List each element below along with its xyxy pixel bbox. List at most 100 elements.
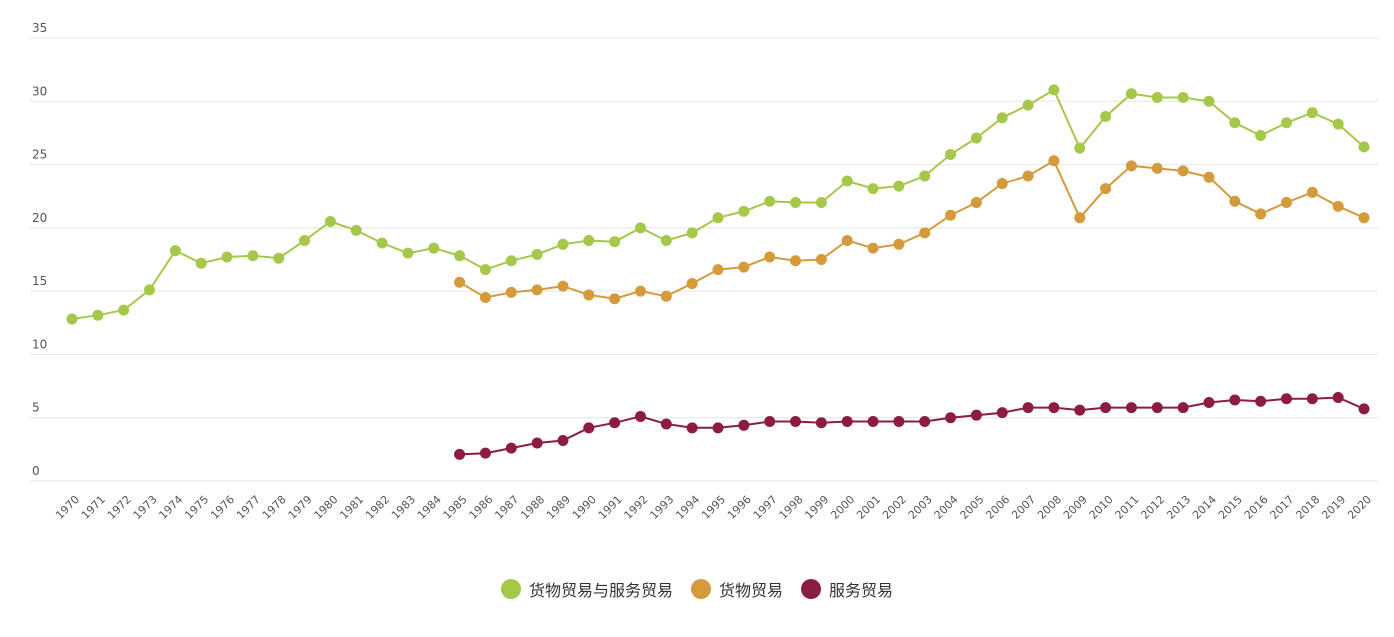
data-point-0 bbox=[738, 205, 750, 217]
y-tick-label: 10 bbox=[32, 337, 47, 351]
x-tick-label: 1973 bbox=[131, 493, 160, 522]
y-tick-label: 30 bbox=[32, 84, 47, 98]
legend-item-services[interactable]: 服务贸易 bbox=[801, 577, 893, 601]
y-tick-label: 15 bbox=[32, 274, 47, 288]
data-point-2 bbox=[454, 448, 466, 460]
x-tick-label: 1988 bbox=[518, 493, 547, 522]
x-tick-label: 1984 bbox=[415, 493, 444, 522]
data-point-1 bbox=[479, 291, 491, 303]
legend-swatch-goods-and-services bbox=[500, 579, 521, 599]
legend-item-goods-and-services[interactable]: 货物贸易与服务贸易 bbox=[500, 577, 673, 601]
data-point-2 bbox=[1203, 397, 1215, 409]
legend-label-goods: 货物贸易 bbox=[718, 581, 783, 600]
data-point-2 bbox=[1280, 393, 1292, 405]
data-point-0 bbox=[531, 248, 543, 260]
data-point-0 bbox=[1100, 110, 1112, 122]
x-tick-label: 2011 bbox=[1113, 493, 1142, 522]
data-point-0 bbox=[790, 197, 802, 209]
data-point-2 bbox=[505, 442, 517, 454]
data-point-0 bbox=[945, 148, 957, 160]
data-point-0 bbox=[144, 284, 156, 296]
data-point-1 bbox=[634, 285, 646, 297]
data-point-1 bbox=[712, 264, 724, 276]
data-point-2 bbox=[1151, 402, 1163, 414]
x-tick-label: 2003 bbox=[906, 493, 935, 522]
data-point-0 bbox=[557, 238, 569, 250]
data-point-0 bbox=[195, 257, 207, 269]
data-point-0 bbox=[867, 183, 879, 195]
y-tick-label: 25 bbox=[32, 148, 47, 162]
legend-label-goods-and-services: 货物贸易与服务贸易 bbox=[528, 581, 673, 600]
x-tick-label: 1985 bbox=[441, 493, 470, 522]
data-point-1 bbox=[531, 284, 543, 296]
x-tick-label: 1971 bbox=[79, 493, 108, 522]
data-point-1 bbox=[1306, 186, 1318, 198]
data-point-0 bbox=[1074, 142, 1086, 154]
x-tick-label: 2020 bbox=[1345, 493, 1374, 522]
x-tick-label: 2001 bbox=[854, 493, 883, 522]
data-point-0 bbox=[324, 216, 336, 228]
x-tick-label: 1974 bbox=[156, 493, 185, 522]
data-point-2 bbox=[531, 437, 543, 449]
data-point-0 bbox=[1255, 129, 1267, 141]
x-tick-label: 2019 bbox=[1319, 493, 1348, 522]
legend-swatch-services bbox=[801, 579, 821, 599]
data-point-0 bbox=[247, 250, 259, 262]
x-tick-label: 1989 bbox=[544, 493, 573, 522]
data-point-0 bbox=[376, 237, 388, 249]
data-point-1 bbox=[660, 290, 672, 302]
data-point-1 bbox=[738, 261, 750, 273]
data-point-1 bbox=[1125, 160, 1137, 172]
data-point-1 bbox=[867, 242, 879, 254]
data-point-1 bbox=[919, 227, 931, 239]
x-tick-label: 2018 bbox=[1293, 493, 1322, 522]
legend-swatch-goods bbox=[690, 579, 711, 599]
data-point-2 bbox=[738, 419, 750, 431]
data-point-1 bbox=[1048, 155, 1060, 167]
data-point-0 bbox=[505, 255, 517, 267]
data-point-0 bbox=[169, 245, 181, 257]
data-point-2 bbox=[945, 412, 957, 424]
data-point-2 bbox=[1229, 394, 1241, 406]
data-point-0 bbox=[402, 247, 414, 259]
x-tick-label: 2007 bbox=[1009, 493, 1038, 522]
legend-label-services: 服务贸易 bbox=[829, 581, 894, 600]
data-point-0 bbox=[1332, 118, 1344, 130]
data-point-2 bbox=[557, 434, 569, 446]
data-point-2 bbox=[1358, 403, 1370, 415]
series-line-0 bbox=[71, 88, 1365, 320]
data-point-0 bbox=[919, 170, 931, 182]
data-point-1 bbox=[1100, 183, 1112, 195]
data-point-1 bbox=[609, 293, 621, 305]
data-point-2 bbox=[1125, 402, 1137, 414]
data-point-1 bbox=[1229, 195, 1241, 207]
data-point-0 bbox=[118, 304, 130, 316]
x-tick-label: 2002 bbox=[880, 493, 909, 522]
x-tick-label: 2015 bbox=[1216, 493, 1245, 522]
data-point-1 bbox=[815, 254, 827, 265]
x-tick-label: 1983 bbox=[389, 493, 418, 522]
x-tick-label: 1996 bbox=[725, 493, 754, 522]
data-point-1 bbox=[1203, 171, 1215, 183]
series-line-2 bbox=[459, 396, 1365, 456]
x-tick-label: 2010 bbox=[1087, 493, 1116, 522]
data-point-2 bbox=[634, 410, 646, 422]
data-point-0 bbox=[1022, 99, 1034, 111]
data-point-0 bbox=[712, 212, 724, 224]
x-tick-label: 1978 bbox=[260, 493, 289, 522]
x-tick-label: 2005 bbox=[958, 493, 987, 522]
legend: 货物贸易与服务贸易 货物贸易 服务贸易 bbox=[0, 577, 1394, 601]
data-point-2 bbox=[893, 416, 905, 428]
data-point-2 bbox=[919, 416, 931, 428]
data-point-0 bbox=[1177, 91, 1189, 103]
x-tick-label: 1980 bbox=[312, 493, 341, 522]
data-point-2 bbox=[479, 447, 491, 459]
data-point-0 bbox=[583, 235, 595, 247]
legend-item-goods[interactable]: 货物贸易 bbox=[690, 577, 783, 601]
data-point-1 bbox=[1280, 197, 1292, 209]
data-point-1 bbox=[945, 209, 957, 221]
x-tick-label: 1994 bbox=[673, 493, 702, 522]
x-tick-label: 2017 bbox=[1268, 493, 1297, 522]
data-point-1 bbox=[1022, 170, 1034, 182]
x-tick-label: 1975 bbox=[182, 493, 211, 522]
